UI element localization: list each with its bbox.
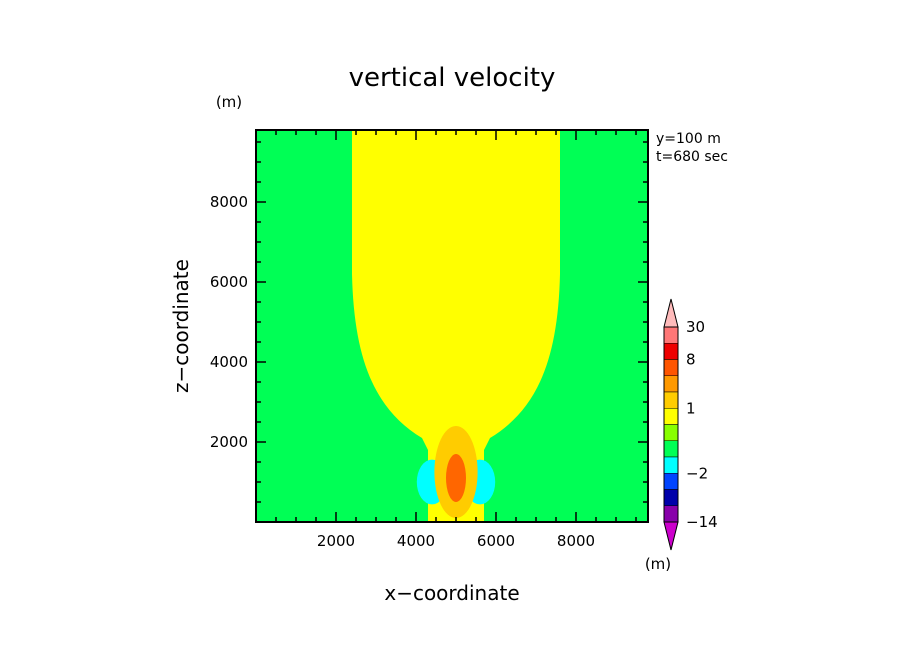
colorbar-segment	[663, 326, 679, 344]
y-tick-label: 6000	[210, 273, 248, 291]
y-tick-label: 8000	[210, 193, 248, 211]
y-tick-label: 4000	[210, 353, 248, 371]
colorbar-segment	[663, 408, 679, 425]
chart-title: vertical velocity	[349, 63, 556, 93]
info-t: t=680 sec	[656, 149, 728, 165]
colorbar-frame	[663, 326, 679, 523]
colorbar-segment	[663, 424, 679, 441]
colorbar: 30 8 1 −2 −14	[663, 298, 718, 551]
colorbar-tick-label: −2	[686, 464, 708, 482]
colorbar-tick-label: 1	[686, 399, 696, 417]
x-tick-label: 4000	[397, 532, 435, 550]
colorbar-segment	[663, 359, 679, 376]
colorbar-segment	[663, 391, 679, 409]
updraft-core	[446, 454, 466, 502]
y-axis-label: z−coordinate	[169, 259, 193, 393]
axes: 2000 4000 6000 8000 2000 4000 6000 8000	[210, 129, 649, 550]
colorbar-segment	[663, 440, 679, 458]
contour-field	[256, 130, 648, 522]
x-tick-label: 2000	[317, 532, 355, 550]
colorbar-segment	[663, 375, 679, 393]
colorbar-segment	[663, 343, 679, 360]
colorbar-arrow-bottom	[663, 521, 679, 551]
units-label: (m)	[216, 93, 242, 111]
colorbar-segment	[663, 489, 679, 506]
colorbar-unit-label: (m)	[645, 555, 671, 573]
y-tick-label: 2000	[210, 433, 248, 451]
colorbar-tick-label: 8	[686, 351, 696, 369]
colorbar-segment	[663, 473, 679, 490]
plume-region	[352, 130, 560, 522]
x-tick-label: 8000	[557, 532, 595, 550]
colorbar-segment	[663, 456, 679, 474]
colorbar-tick-label: 30	[686, 318, 705, 336]
plot-frame	[255, 129, 649, 523]
info-y: y=100 m	[656, 131, 721, 147]
x-tick-label: 6000	[477, 532, 515, 550]
x-axis-label: x−coordinate	[384, 581, 519, 605]
colorbar-tick-label: −14	[686, 513, 718, 531]
colorbar-arrow-top	[663, 298, 679, 328]
colorbar-segment	[663, 505, 679, 523]
